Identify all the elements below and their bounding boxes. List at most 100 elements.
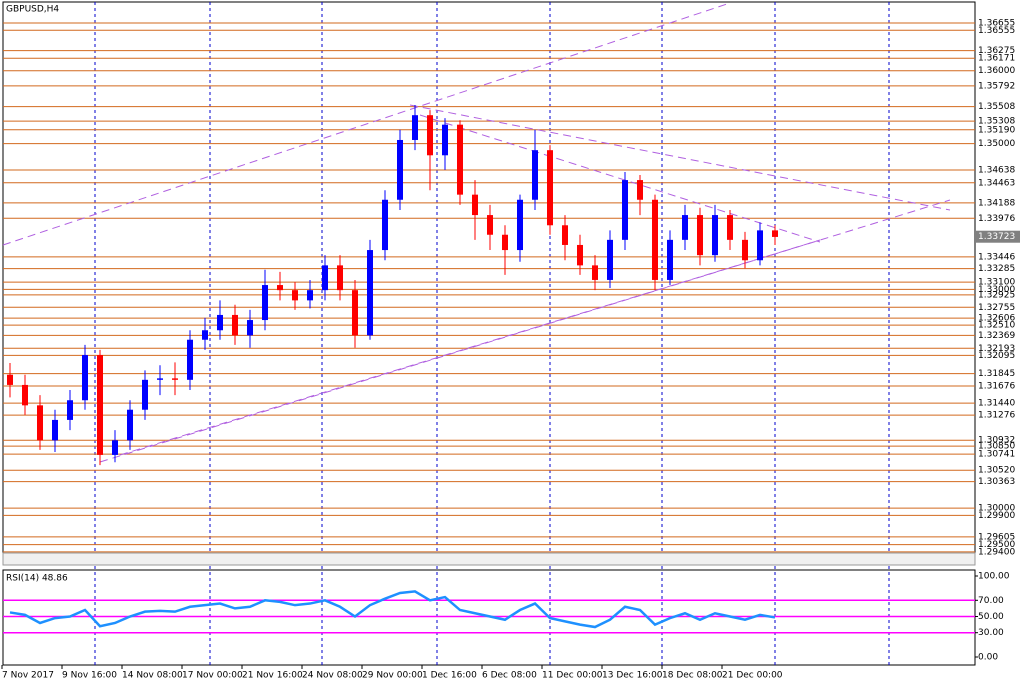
y-tick-label: 1.30741 xyxy=(978,450,1015,460)
time-strip xyxy=(2,552,976,566)
y-tick-label: 100.00 xyxy=(978,572,1010,582)
candle-body xyxy=(637,180,643,200)
y-tick-label: 1.36275 xyxy=(978,46,1015,56)
candle-body xyxy=(712,215,718,256)
candle-body xyxy=(352,290,358,336)
y-tick-label: 1.31845 xyxy=(978,369,1015,379)
candle-body xyxy=(187,339,193,380)
y-tick-label: 1.36000 xyxy=(978,66,1015,76)
y-tick-label: 1.33446 xyxy=(978,252,1015,262)
candle-body xyxy=(577,244,583,266)
y-tick-label: 1.32369 xyxy=(978,331,1015,341)
x-tick-label: 1 Dec 16:00 xyxy=(422,671,477,681)
x-tick-label: 9 Nov 16:00 xyxy=(62,671,117,681)
last-price-box xyxy=(975,230,1020,243)
candle-body xyxy=(307,290,313,301)
candle-body xyxy=(22,384,28,406)
candle-body xyxy=(247,320,253,336)
y-tick-label: 1.32095 xyxy=(978,351,1015,361)
x-tick-label: 29 Nov 00:00 xyxy=(362,671,423,681)
y-tick-label: 1.35508 xyxy=(978,102,1015,112)
y-tick-label: 70.00 xyxy=(978,596,1004,606)
y-tick-label: 1.36555 xyxy=(978,26,1015,36)
y-tick-label: 1.29900 xyxy=(978,511,1015,521)
candle-body xyxy=(427,115,433,156)
candle-body xyxy=(667,239,673,280)
candle-body xyxy=(142,379,148,410)
last-price-label: 1.33723 xyxy=(978,232,1015,242)
candle-body xyxy=(292,290,298,301)
y-tick-label: 1.36171 xyxy=(978,54,1015,64)
y-tick-label: 1.30000 xyxy=(978,504,1015,514)
candle-body xyxy=(337,265,343,291)
y-tick-label: 1.30520 xyxy=(978,466,1015,476)
candle-body xyxy=(277,285,283,291)
candle-body xyxy=(37,405,43,441)
candle-body xyxy=(202,330,208,340)
y-tick-label: 50.00 xyxy=(978,612,1004,622)
main-frame xyxy=(2,1,976,566)
candle-body xyxy=(232,314,238,336)
candle-body xyxy=(532,150,538,200)
candle-body xyxy=(472,194,478,216)
candle-body xyxy=(382,199,388,251)
x-tick-label: 21 Dec 00:00 xyxy=(722,671,783,681)
x-tick-label: 11 Dec 00:00 xyxy=(542,671,603,681)
candle-body xyxy=(697,215,703,256)
marks xyxy=(7,104,778,629)
y-tick-label: 1.36655 xyxy=(978,18,1015,28)
x-tick-label: 18 Dec 08:00 xyxy=(662,671,723,681)
candle-body xyxy=(682,215,688,240)
candle-body xyxy=(517,199,523,251)
y-tick-label: 1.33000 xyxy=(978,285,1015,295)
y-tick-label: 1.34638 xyxy=(978,166,1015,176)
candle-body xyxy=(652,199,658,280)
y-tick-label: 1.33976 xyxy=(978,214,1015,224)
x-tick-label: 17 Nov 00:00 xyxy=(182,671,243,681)
candle-body xyxy=(157,378,163,380)
x-tick-label: 7 Nov 2017 xyxy=(2,671,54,681)
y-tick-label: 1.30363 xyxy=(978,477,1015,487)
candle-body xyxy=(217,314,223,331)
candle-body xyxy=(7,374,13,385)
y-tick-label: 1.30932 xyxy=(978,436,1015,446)
y-tick-label: 1.33285 xyxy=(978,264,1015,274)
y-tick-label: 1.32193 xyxy=(978,344,1015,354)
y-tick-label: 1.32510 xyxy=(978,321,1015,331)
rsi-line xyxy=(9,590,776,629)
y-tick-label: 1.30850 xyxy=(978,442,1015,452)
candle-body xyxy=(112,440,118,455)
candle-body xyxy=(442,124,448,156)
y-tick-label: 1.29500 xyxy=(978,540,1015,550)
levels xyxy=(3,22,975,634)
candle-body xyxy=(772,230,778,237)
candle-body xyxy=(457,124,463,195)
y-tick-label: 1.34188 xyxy=(978,198,1015,208)
candle-body xyxy=(502,234,508,251)
x-tick-label: 14 Nov 08:00 xyxy=(122,671,183,681)
y-tick-label: 1.35000 xyxy=(978,139,1015,149)
rsi-title: RSI(14) 48.86 xyxy=(6,574,68,584)
y-tick-label: 1.32755 xyxy=(978,303,1015,313)
y-tick-label: 1.29400 xyxy=(978,547,1015,557)
candle-body xyxy=(547,150,553,226)
candle-body xyxy=(727,215,733,240)
candle-body xyxy=(607,239,613,280)
candle-body xyxy=(562,225,568,245)
candle-body xyxy=(322,265,328,291)
candle-body xyxy=(172,378,178,380)
candle-body xyxy=(67,400,73,420)
x-tick-label: 6 Dec 08:00 xyxy=(482,671,537,681)
y-tick-label: 30.00 xyxy=(978,628,1004,638)
trendlines xyxy=(2,2,951,463)
y-tick-label: 1.31276 xyxy=(978,411,1015,421)
y-tick-label: 1.35190 xyxy=(978,125,1015,135)
candle-body xyxy=(757,230,763,261)
chart-title: GBPUSD,H4 xyxy=(6,5,59,15)
y-tick-label: 0.00 xyxy=(978,653,998,663)
y-tick-label: 1.35792 xyxy=(978,81,1015,91)
y-tick-label: 1.34463 xyxy=(978,178,1015,188)
candle-body xyxy=(622,180,628,240)
candle-body xyxy=(487,215,493,235)
